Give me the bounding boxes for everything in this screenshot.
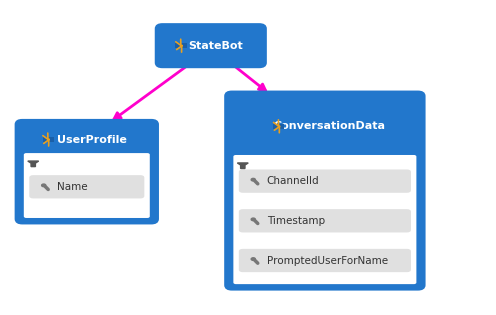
FancyBboxPatch shape [29,175,144,198]
FancyBboxPatch shape [157,25,265,66]
Text: ChannelId: ChannelId [267,176,319,186]
Text: PromptedUserForName: PromptedUserForName [267,255,388,266]
Text: Name: Name [57,182,88,192]
FancyBboxPatch shape [239,209,411,232]
FancyBboxPatch shape [43,137,54,142]
FancyBboxPatch shape [16,121,157,223]
Circle shape [42,184,46,187]
Polygon shape [28,161,39,167]
Circle shape [251,258,255,261]
Circle shape [251,218,255,221]
Text: StateBot: StateBot [188,41,243,51]
Text: UserProfile: UserProfile [57,135,126,145]
FancyBboxPatch shape [24,153,150,218]
FancyBboxPatch shape [239,169,411,193]
Text: Timestamp: Timestamp [267,216,325,226]
Circle shape [251,178,255,181]
Text: ConversationData: ConversationData [274,121,386,131]
FancyBboxPatch shape [176,43,186,49]
FancyBboxPatch shape [226,92,424,289]
FancyBboxPatch shape [239,249,411,272]
FancyBboxPatch shape [234,155,416,284]
FancyBboxPatch shape [273,123,284,129]
Polygon shape [238,163,248,169]
